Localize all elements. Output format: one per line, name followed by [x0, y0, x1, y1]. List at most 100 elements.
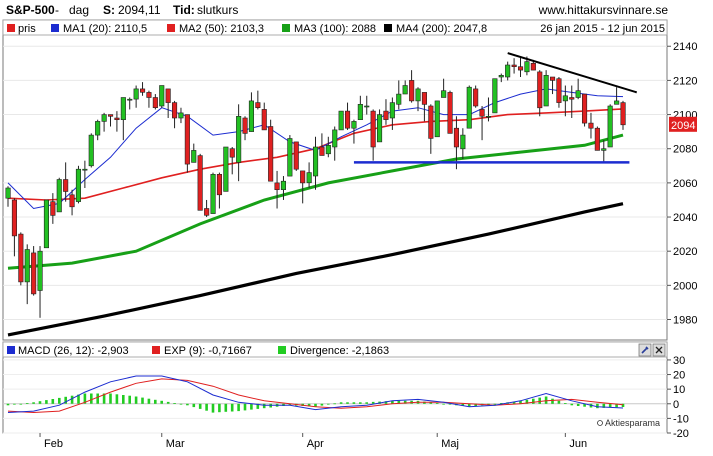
watermark-dot	[597, 420, 603, 426]
wrench-icon-shape[interactable]	[641, 346, 649, 354]
candle-body	[332, 129, 338, 148]
legend-label-ma3: MA3 (100): 2088	[294, 23, 376, 35]
divergence-bar	[6, 403, 10, 406]
candle-body	[537, 71, 543, 109]
price-tick-label: 1980	[673, 315, 697, 327]
candle-body	[146, 92, 152, 98]
divergence-bar	[487, 403, 490, 405]
price-tick-label: 2120	[673, 75, 697, 87]
candle-body	[338, 110, 344, 131]
divergence-swatch	[278, 346, 286, 354]
wrench-icon[interactable]	[638, 343, 652, 357]
divergence-bar	[461, 403, 465, 406]
candle-body	[524, 61, 530, 73]
price-tick-label: 2020	[673, 246, 697, 258]
divergence-bar	[608, 403, 612, 408]
candle-body	[56, 179, 62, 213]
s-label: S:	[103, 3, 115, 17]
candle-body	[204, 208, 210, 216]
candle-body	[197, 155, 203, 211]
price-tick-label: 2060	[673, 178, 697, 190]
candle-body	[24, 249, 30, 283]
divergence-bar	[564, 403, 567, 404]
candle-body	[421, 92, 428, 105]
candle-body	[216, 174, 222, 196]
legend-label-ma2: MA2 (50): 2103,3	[179, 23, 264, 35]
candle-body	[434, 100, 440, 138]
close-icon[interactable]	[652, 343, 666, 357]
candle-body	[108, 114, 114, 117]
price-tick-label: 2140	[673, 41, 697, 53]
divergence-bar	[192, 403, 196, 408]
close-icon-shape[interactable]	[655, 346, 663, 354]
divergence-bar	[474, 403, 477, 406]
legend-swatch-ma1	[51, 24, 59, 32]
watermark-text: Aktiesparama	[605, 418, 660, 428]
divergence-bar	[45, 400, 48, 404]
candle-body	[549, 76, 556, 81]
candle-body	[229, 148, 235, 158]
x-tick-label: Mar	[166, 438, 185, 450]
candle-body	[505, 64, 511, 78]
candle-body	[63, 179, 69, 192]
x-tick-label: Feb	[44, 438, 63, 450]
divergence-bar	[32, 402, 35, 404]
candle-body	[300, 170, 306, 184]
candle-body	[370, 110, 376, 148]
divergence-bar	[19, 403, 23, 405]
candle-body	[473, 88, 479, 107]
candle-body	[43, 199, 50, 249]
divergence-bar	[307, 403, 311, 407]
macd-tick-label: 10	[673, 384, 685, 396]
x-tick-label: Maj	[441, 438, 459, 450]
candle-body	[325, 145, 331, 155]
candle-body	[453, 127, 460, 148]
candle-body	[248, 100, 254, 132]
macd-grid	[3, 359, 667, 434]
candle-body	[588, 122, 594, 129]
candle-body	[88, 134, 94, 167]
candle-body	[50, 201, 56, 216]
candle-body	[236, 116, 242, 163]
candle-body	[569, 97, 575, 100]
divergence-bar	[64, 396, 67, 404]
divergence-bar	[384, 401, 388, 404]
divergence-bar	[173, 403, 176, 404]
divergence-bar	[391, 400, 394, 404]
divergence-bar	[570, 403, 574, 406]
candle-body	[530, 62, 536, 71]
last-price-tag: 2094	[669, 116, 697, 132]
candle-body	[274, 182, 280, 190]
divergence-bar	[224, 403, 228, 412]
candle-body	[178, 112, 184, 119]
divergence-bar	[25, 403, 29, 404]
divergence-bar	[198, 403, 202, 409]
divergence-bar	[532, 398, 535, 404]
candle-body	[11, 199, 17, 237]
last-price-tag-box	[669, 116, 697, 132]
divergence-bar	[141, 397, 144, 404]
divergence-bar	[352, 402, 356, 404]
divergence-bar	[96, 393, 99, 404]
candle-body	[152, 97, 158, 108]
divergence-bar	[51, 399, 55, 404]
candle-body	[351, 121, 357, 129]
candle-body	[415, 88, 421, 102]
tid-label: Tid:	[173, 3, 195, 17]
macd-swatch	[7, 346, 15, 354]
candles	[5, 56, 626, 318]
divergence-bar	[102, 393, 106, 404]
divergence-bar	[237, 403, 240, 412]
exp-line	[7, 378, 624, 414]
divergence-bar	[448, 403, 452, 405]
divergence-bar	[621, 403, 625, 407]
candle-body	[223, 146, 229, 192]
divergence-bar	[359, 402, 362, 404]
divergence-bar	[186, 403, 189, 406]
legend-label-ma4: MA4 (200): 2047,8	[396, 23, 487, 35]
candle-body	[293, 141, 299, 170]
divergence-bar	[58, 397, 61, 404]
candle-body	[242, 117, 248, 134]
chart-header: S&P-500 - dag S: 2094,11 Tid: slutkurs w…	[6, 3, 668, 17]
divergence-bar	[147, 398, 151, 404]
